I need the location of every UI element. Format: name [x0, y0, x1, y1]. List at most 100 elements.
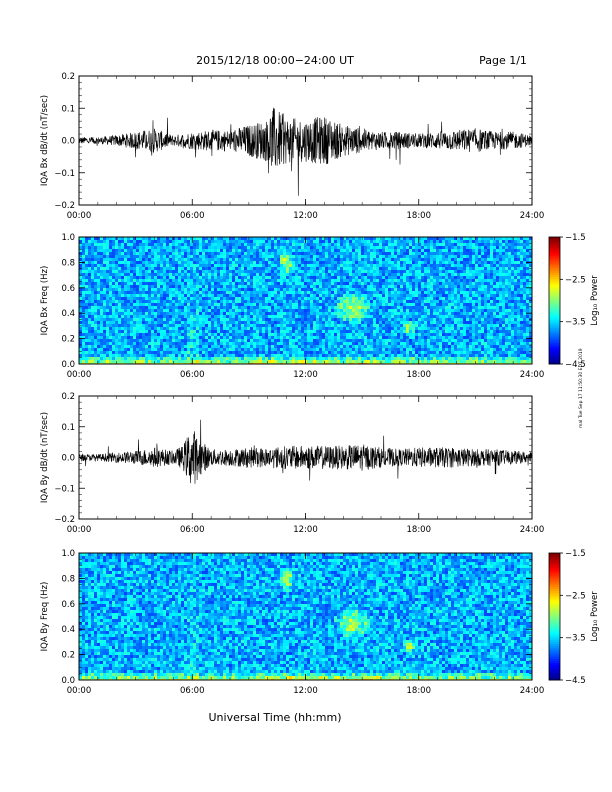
heatmap-cell [133, 312, 136, 315]
heatmap-cell [358, 336, 361, 339]
heatmap-cell [358, 351, 361, 354]
heatmap-cell [391, 294, 394, 297]
heatmap-cell [412, 300, 415, 303]
heatmap-cell [181, 237, 184, 240]
heatmap-cell [214, 342, 217, 345]
heatmap-cell [256, 243, 259, 246]
heatmap-cell [310, 315, 313, 318]
heatmap-cell [115, 342, 118, 345]
heatmap-cell [142, 276, 145, 279]
heatmap-cell [100, 246, 103, 249]
heatmap-cell [331, 264, 334, 267]
heatmap-cell [337, 264, 340, 267]
heatmap-cell [79, 285, 82, 288]
heatmap-cell [364, 294, 367, 297]
heatmap-cell [151, 240, 154, 243]
heatmap-cell [334, 342, 337, 345]
heatmap-cell [145, 288, 148, 291]
heatmap-cell [346, 315, 349, 318]
heatmap-cell [376, 336, 379, 339]
heatmap-cell [370, 240, 373, 243]
heatmap-cell [301, 252, 304, 255]
heatmap-cell [286, 285, 289, 288]
heatmap-cell [85, 273, 88, 276]
heatmap-cell [406, 237, 409, 240]
heatmap-cell [397, 282, 400, 285]
heatmap-cell [307, 339, 310, 342]
heatmap-cell [412, 336, 415, 339]
heatmap-cell [202, 282, 205, 285]
heatmap-cell [166, 312, 169, 315]
heatmap-cell [229, 336, 232, 339]
heatmap-cell [91, 288, 94, 291]
heatmap-cell [166, 249, 169, 252]
heatmap-cell [271, 315, 274, 318]
heatmap-cell [412, 297, 415, 300]
heatmap-cell [229, 303, 232, 306]
heatmap-cell [202, 357, 205, 360]
heatmap-cell [214, 246, 217, 249]
heatmap-cell [163, 252, 166, 255]
heatmap-cell [169, 261, 172, 264]
heatmap-cell [127, 258, 130, 261]
heatmap-cell [385, 303, 388, 306]
heatmap-cell [229, 357, 232, 360]
heatmap-cell [223, 246, 226, 249]
heatmap-cell [232, 306, 235, 309]
heatmap-cell [361, 282, 364, 285]
heatmap-cell [157, 264, 160, 267]
heatmap-cell [190, 291, 193, 294]
heatmap-cell [232, 291, 235, 294]
heatmap-cell [175, 285, 178, 288]
heatmap-cell [157, 258, 160, 261]
heatmap-cell [331, 357, 334, 360]
heatmap-cell [178, 321, 181, 324]
heatmap-cell [361, 294, 364, 297]
heatmap-cell [145, 339, 148, 342]
heatmap-cell [88, 348, 91, 351]
heatmap-cell [136, 336, 139, 339]
heatmap-cell [247, 360, 250, 363]
heatmap-cell [217, 285, 220, 288]
heatmap-cell [112, 306, 115, 309]
heatmap-cell [211, 273, 214, 276]
heatmap-cell [124, 264, 127, 267]
heatmap-cell [406, 351, 409, 354]
heatmap-cell [370, 279, 373, 282]
heatmap-cell [379, 255, 382, 258]
heatmap-cell [220, 237, 223, 240]
heatmap-cell [265, 348, 268, 351]
heatmap-cell [346, 297, 349, 300]
heatmap-cell [340, 330, 343, 333]
heatmap-cell [415, 336, 418, 339]
heatmap-cell [109, 246, 112, 249]
heatmap-cell [322, 357, 325, 360]
heatmap-cell [385, 294, 388, 297]
heatmap-cell [85, 285, 88, 288]
heatmap-cell [343, 264, 346, 267]
heatmap-cell [106, 354, 109, 357]
heatmap-cell [97, 240, 100, 243]
heatmap-cell [322, 315, 325, 318]
heatmap-cell [385, 336, 388, 339]
heatmap-cell [301, 246, 304, 249]
heatmap-cell [373, 312, 376, 315]
heatmap-cell [208, 255, 211, 258]
heatmap-cell [241, 357, 244, 360]
heatmap-cell [409, 297, 412, 300]
heatmap-cell [361, 348, 364, 351]
heatmap-cell [394, 282, 397, 285]
heatmap-cell [154, 339, 157, 342]
heatmap-cell [292, 354, 295, 357]
heatmap-cell [277, 282, 280, 285]
heatmap-cell [85, 324, 88, 327]
heatmap-cell [199, 324, 202, 327]
heatmap-cell [151, 294, 154, 297]
heatmap-cell [283, 279, 286, 282]
heatmap-cell [193, 267, 196, 270]
heatmap-cell [385, 309, 388, 312]
heatmap-cell [139, 285, 142, 288]
heatmap-cell [145, 300, 148, 303]
heatmap-cell [340, 336, 343, 339]
heatmap-cell [106, 318, 109, 321]
